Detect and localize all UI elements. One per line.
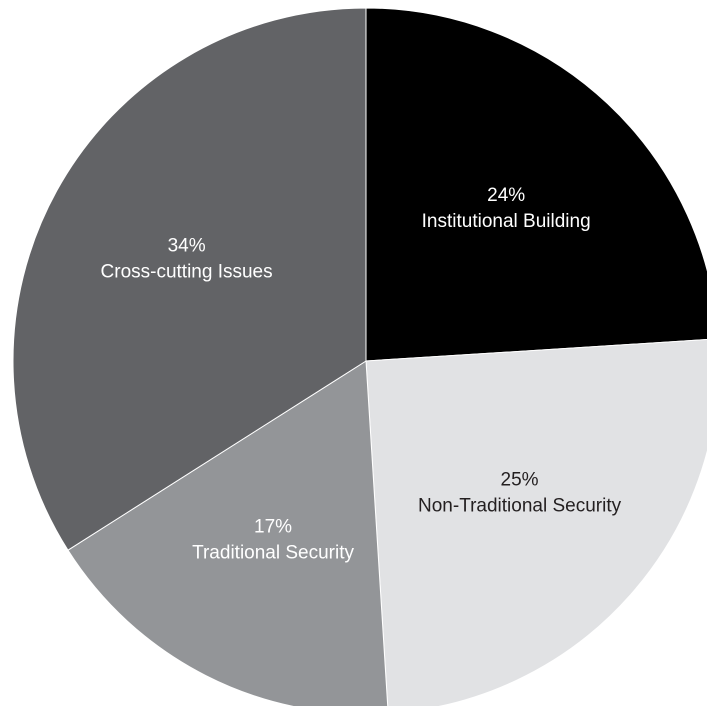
pie-slice-institutional-building — [365, 7, 707, 362]
slice-category-label: Traditional Security — [192, 542, 354, 563]
slice-category-label: Institutional Building — [422, 211, 591, 232]
slice-percent-label: 25% — [501, 469, 539, 490]
pie-slice-traditional-security — [67, 360, 389, 706]
pie-slice-cross-cutting-issues — [12, 7, 367, 551]
pie-slices — [12, 7, 707, 706]
slice-category-label: Non-Traditional Security — [418, 495, 622, 516]
pie-labels: 24% Institutional Building 25% Non-Traditio… — [101, 185, 622, 564]
slice-percent-label: 17% — [254, 516, 292, 537]
slice-percent-label: 24% — [487, 185, 525, 206]
slice-category-label: Cross-cutting Issues — [101, 261, 273, 282]
pie-slice-non-traditional-security — [365, 339, 707, 706]
slice-percent-label: 34% — [168, 235, 206, 256]
